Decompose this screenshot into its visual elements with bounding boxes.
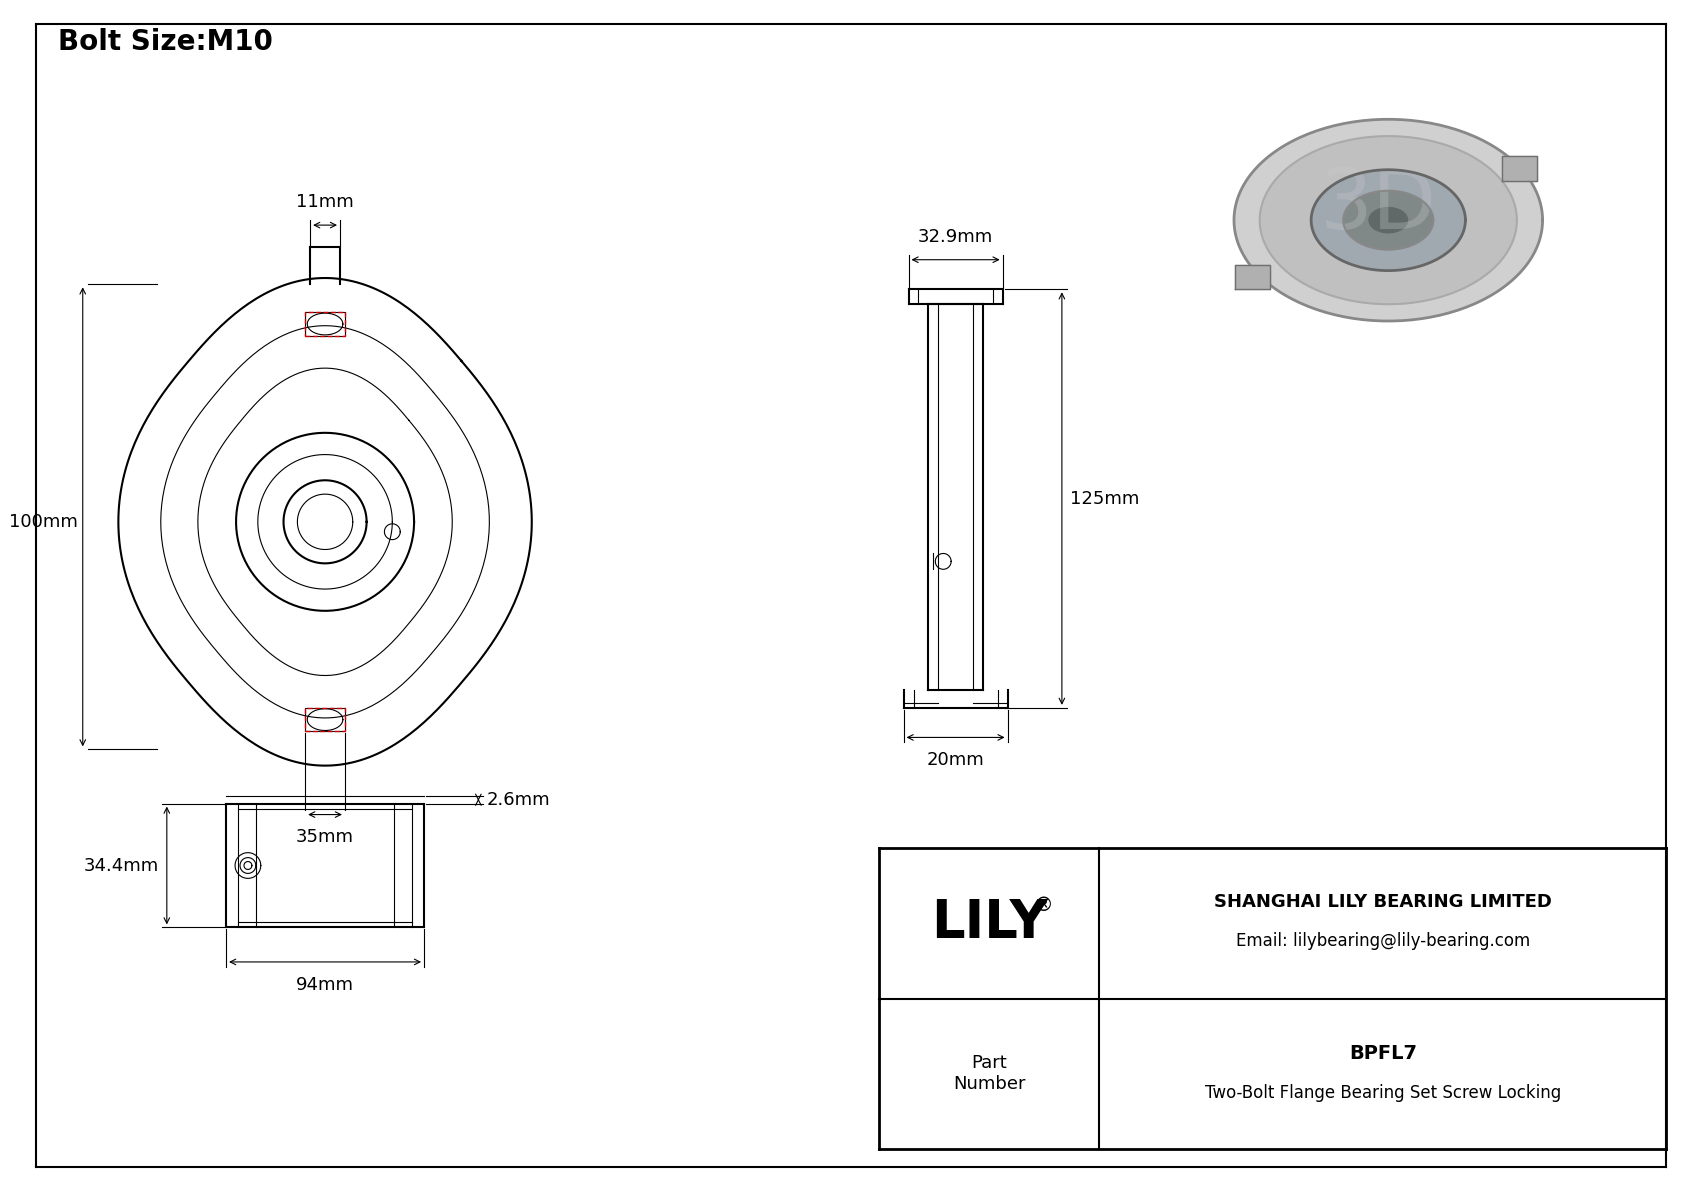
Text: Bolt Size:M10: Bolt Size:M10 — [57, 29, 273, 56]
Ellipse shape — [1344, 191, 1433, 250]
Text: 34.4mm: 34.4mm — [84, 856, 158, 874]
Text: 11mm: 11mm — [296, 193, 354, 211]
Text: 32.9mm: 32.9mm — [918, 227, 994, 245]
Text: 94mm: 94mm — [296, 975, 354, 993]
Text: 35mm: 35mm — [296, 829, 354, 847]
Bar — [1502, 156, 1536, 181]
Text: 2.6mm: 2.6mm — [487, 791, 551, 809]
Text: Two-Bolt Flange Bearing Set Screw Locking: Two-Bolt Flange Bearing Set Screw Lockin… — [1204, 1085, 1561, 1103]
Text: 20mm: 20mm — [926, 752, 985, 769]
Text: 125mm: 125mm — [1069, 490, 1138, 507]
Ellipse shape — [1234, 119, 1543, 322]
Text: SHANGHAI LILY BEARING LIMITED: SHANGHAI LILY BEARING LIMITED — [1214, 892, 1551, 911]
Text: 100mm: 100mm — [8, 513, 77, 531]
Bar — [1234, 264, 1270, 289]
Text: Email: lilybearing@lily-bearing.com: Email: lilybearing@lily-bearing.com — [1236, 933, 1529, 950]
Bar — [305, 312, 345, 336]
Text: BPFL7: BPFL7 — [1349, 1045, 1416, 1064]
Text: ®: ® — [1034, 896, 1054, 915]
Ellipse shape — [1260, 136, 1517, 304]
Ellipse shape — [1369, 207, 1408, 232]
Text: 3D: 3D — [1320, 164, 1436, 245]
Bar — [305, 707, 345, 731]
Ellipse shape — [1312, 170, 1465, 270]
Text: LILY: LILY — [931, 897, 1047, 949]
Text: Part
Number: Part Number — [953, 1054, 1026, 1093]
